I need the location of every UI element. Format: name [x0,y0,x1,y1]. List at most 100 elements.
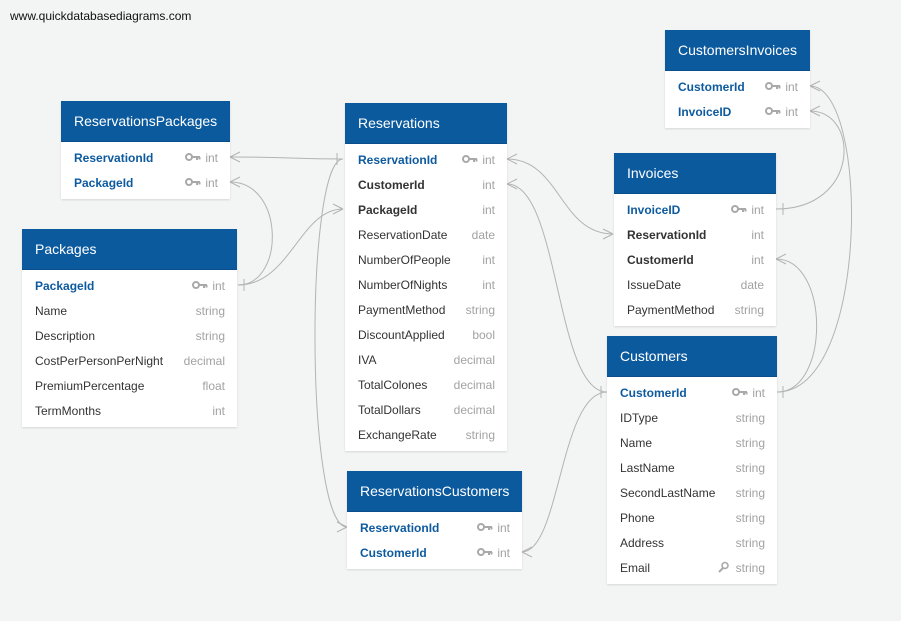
field-row[interactable]: Email string [607,555,777,580]
field-row[interactable]: ReservationId int [347,515,522,540]
crowfoot-marker [332,203,344,215]
watermark-text[interactable]: www.quickdatabasediagrams.com [10,9,192,23]
field-row[interactable]: NumberOfNights int [345,272,507,297]
field-type: int [212,279,225,293]
field-row[interactable]: CustomerId int [347,540,522,565]
field-type: string [465,428,495,442]
crowfoot-marker [809,105,821,117]
field-name: Name [35,304,68,318]
field-type: int [751,203,764,217]
field-type: string [735,486,765,500]
table-customers-invoices[interactable]: CustomersInvoices CustomerId int InvoiceID… [665,30,810,128]
field-type: int [482,153,495,167]
field-row[interactable]: PaymentMethod string [614,297,776,322]
table-header[interactable]: Invoices [614,153,776,194]
field-row[interactable]: IssueDate date [614,272,776,297]
field-type: string [735,461,765,475]
field-name: TotalDollars [358,403,421,417]
field-row[interactable]: TermMonths int [22,398,237,423]
field-row[interactable]: ReservationId int [614,222,776,247]
relationship-customersinvoices-invoices [775,110,845,210]
field-name: PackageId [74,176,134,190]
field-row[interactable]: IDType string [607,405,777,430]
field-row[interactable]: SecondLastName string [607,480,777,505]
table-header[interactable]: ReservationsPackages [61,101,230,142]
table-header[interactable]: CustomersInvoices [665,30,810,71]
field-row[interactable]: InvoiceID int [614,197,776,222]
table-customers[interactable]: Customers CustomerId int IDType string Name s… [607,336,777,584]
field-row[interactable]: Description string [22,323,237,348]
field-type: int [212,404,225,418]
field-row[interactable]: Phone string [607,505,777,530]
table-reservations[interactable]: Reservations ReservationId int CustomerId i… [345,103,507,451]
field-name: TermMonths [35,404,102,418]
table-reservations-packages[interactable]: ReservationsPackages ReservationId int Pac… [61,101,230,199]
table-packages[interactable]: Packages PackageId int Name string Descripti… [22,229,237,427]
field-row[interactable]: Name string [607,430,777,455]
key-icon [477,546,493,558]
table-header[interactable]: Reservations [345,103,507,144]
field-type: int [482,278,495,292]
field-type: int [482,178,495,192]
field-row[interactable]: PremiumPercentage float [22,373,237,398]
field-row[interactable]: TotalDollars decimal [345,397,507,422]
field-row[interactable]: ExchangeRate string [345,422,507,447]
field-row[interactable]: NumberOfPeople int [345,247,507,272]
table-header[interactable]: Customers [607,336,777,377]
field-type: string [195,304,225,318]
field-row[interactable]: CustomerId int [607,380,777,405]
field-name: Description [35,329,96,343]
field-row[interactable]: CustomerId int [665,74,810,99]
field-row[interactable]: ReservationDate date [345,222,507,247]
table-header[interactable]: ReservationsCustomers [347,471,522,512]
field-row[interactable]: CustomerId int [614,247,776,272]
field-row[interactable]: DiscountApplied bool [345,322,507,347]
relationship-invoices-customers [775,258,818,393]
field-name: PackageId [35,279,95,293]
table-invoices[interactable]: Invoices InvoiceID int ReservationId int Cus… [614,153,776,326]
search-icon [716,561,732,573]
field-row[interactable]: TotalColones decimal [345,372,507,397]
field-name: CustomerId [620,386,687,400]
field-list: InvoiceID int ReservationId int CustomerId in… [614,194,776,326]
field-row[interactable]: InvoiceID int [665,99,810,124]
crowfoot-marker [229,151,241,163]
field-type: int [205,151,218,165]
field-name: TotalColones [358,378,428,392]
field-type: int [751,228,764,242]
field-type: int [752,386,765,400]
field-row[interactable]: PackageId int [61,170,230,195]
field-name: PremiumPercentage [35,379,145,393]
relationship-reservations-packages-fk [237,208,344,286]
field-name: Phone [620,511,655,525]
field-name: PaymentMethod [358,303,446,317]
field-row[interactable]: LastName string [607,455,777,480]
field-row[interactable]: IVA decimal [345,347,507,372]
key-icon [185,151,201,163]
field-row[interactable]: PackageId int [22,273,237,298]
field-row[interactable]: CustomerId int [345,172,507,197]
field-list: ReservationId int CustomerId int PackageId in… [345,144,507,451]
field-name: InvoiceID [678,105,732,119]
field-row[interactable]: PackageId int [345,197,507,222]
field-name: CostPerPersonPerNight [35,354,164,368]
field-type: decimal [453,353,495,367]
field-row[interactable]: Address string [607,530,777,555]
field-row[interactable]: ReservationId int [345,147,507,172]
field-type: string [734,303,764,317]
field-type: int [482,253,495,267]
field-type: string [735,561,765,575]
field-type: string [735,536,765,550]
field-row[interactable]: PaymentMethod string [345,297,507,322]
table-header[interactable]: Packages [22,229,237,270]
table-reservations-customers[interactable]: ReservationsCustomers ReservationId int Cu… [347,471,522,569]
relationship-reservations-customers-fk [506,183,608,393]
relationship-reservationscustomers-reservations [314,158,348,528]
field-type: string [735,411,765,425]
field-row[interactable]: Name string [22,298,237,323]
field-row[interactable]: ReservationId int [61,145,230,170]
crowfoot-marker [506,178,518,190]
crowfoot-marker [336,521,348,533]
field-row[interactable]: CostPerPersonPerNight decimal [22,348,237,373]
